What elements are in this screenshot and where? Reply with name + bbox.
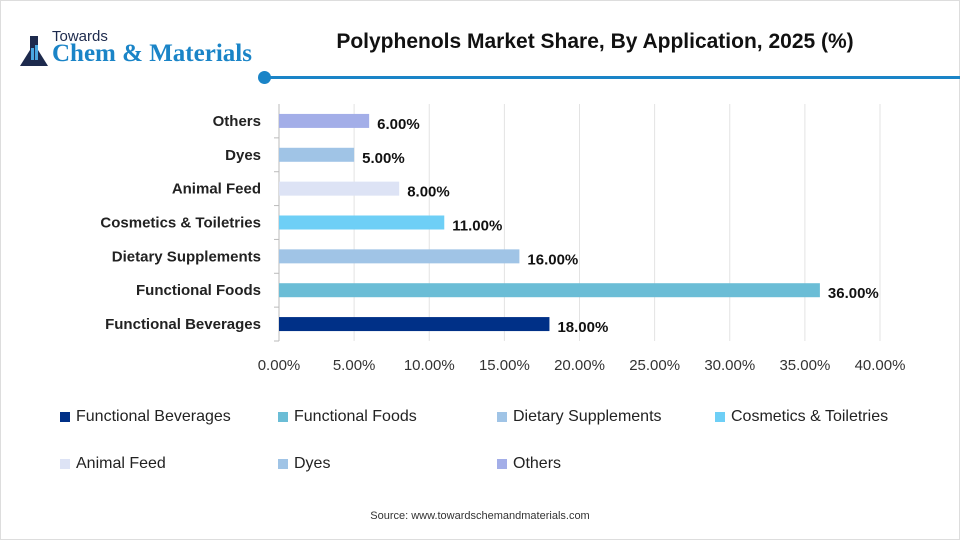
legend-label: Animal Feed [76,455,166,472]
legend-label: Cosmetics & Toiletries [731,408,889,425]
data-label: 18.00% [557,319,608,336]
legend-swatch [60,459,70,469]
data-label: 11.00% [452,218,502,235]
title-rule [265,76,960,79]
bar [279,113,370,128]
legend-swatch [715,412,725,422]
legend-item: Dietary Supplements [497,408,662,426]
legend-item: Animal Feed [60,455,166,473]
bar [279,249,520,264]
source: Source: www.towardschemandmaterials.com [370,510,590,522]
data-label: 16.00% [527,251,578,268]
legend-item: Others [497,455,561,473]
legend-item: Dyes [278,455,330,473]
data-label: 36.00% [828,285,879,302]
y-tick-label: Dyes [225,147,261,164]
legend-label: Functional Foods [294,408,417,425]
legend-label: Functional Beverages [76,408,231,425]
legend-label: Others [513,455,562,472]
x-tick-label: 0.00% [258,357,301,374]
legend-item: Functional Foods [278,408,417,426]
bar [279,181,400,196]
y-tick-label: Cosmetics & Toiletries [100,215,261,232]
legend-swatch [497,412,507,422]
x-tick-label: 20.00% [554,357,605,374]
legend-item: Functional Beverages [60,408,231,426]
rule-dot [258,71,271,84]
legend-swatch [497,459,507,469]
legend-swatch [278,412,288,422]
bar [279,317,550,332]
x-tick-label: 25.00% [629,357,680,374]
data-label: 6.00% [377,116,420,133]
chart-title: Polyphenols Market Share, By Application… [336,30,854,53]
y-tick-label: Dietary Supplements [112,248,261,265]
bar [279,215,445,230]
brand-line2: Chem & Materials [52,40,252,67]
legend-swatch [60,412,70,422]
legend-label: Dyes [294,455,331,472]
legend-swatch [278,459,288,469]
x-tick-label: 40.00% [855,357,906,374]
x-tick-label: 5.00% [333,357,376,374]
legend-item: Cosmetics & Toiletries [715,408,888,426]
brand-line1: Towards [52,28,108,45]
flask-icon [20,36,48,66]
x-tick-label: 10.00% [404,357,455,374]
bar [279,283,820,298]
x-tick-label: 30.00% [704,357,755,374]
bar [279,147,355,162]
x-tick-label: 15.00% [479,357,530,374]
bar-chart: 0.00% 5.00% 10.00% 15.00% 20.00% 25.00% 30.00%… [100,104,906,374]
y-tick-label: Animal Feed [172,181,261,198]
y-tick-label: Others [213,113,261,130]
x-tick-label: 35.00% [779,357,830,374]
data-label: 8.00% [407,184,450,201]
y-tick-label: Functional Beverages [105,316,261,333]
y-tick-label: Functional Foods [136,282,261,299]
legend-label: Dietary Supplements [513,408,662,425]
data-label: 5.00% [362,150,405,167]
